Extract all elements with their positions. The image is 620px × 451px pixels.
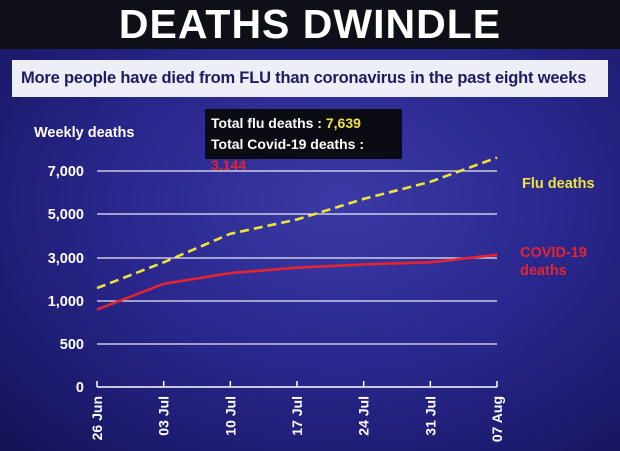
covid-total-label: Total Covid-19 deaths :: [211, 136, 364, 152]
covid-series-label-text: COVID-19 deaths: [520, 245, 587, 279]
x-tick-label: 10 Jul: [222, 396, 238, 436]
x-tick-label: 03 Jul: [156, 396, 172, 436]
subtitle-box: More people have died from FLU than coro…: [12, 60, 608, 97]
y-tick-label: 7,000: [48, 164, 84, 180]
y-tick-label: 5,000: [48, 207, 84, 223]
y-tick-label: 0: [76, 380, 84, 396]
flu-total-line: Total flu deaths : 7,639: [211, 113, 402, 134]
x-tick-label: 24 Jul: [356, 396, 372, 436]
y-tick-label: 1,000: [48, 294, 84, 310]
subtitle: More people have died from FLU than coro…: [21, 69, 587, 87]
covid-deaths-line: [96, 253, 498, 311]
headline-bar: DEATHS DWINDLE: [0, 0, 620, 49]
flu-total-value: 7,639: [325, 115, 361, 131]
x-tick-label: 07 Aug: [489, 396, 505, 442]
y-axis-label: Weekly deaths: [34, 125, 135, 141]
x-tick-label: 17 Jul: [289, 396, 305, 436]
covid-total-value: 3,144: [211, 157, 247, 173]
covid-total-line: Total Covid-19 deaths : 3,144: [211, 134, 402, 176]
flu-total-label: Total flu deaths :: [211, 115, 326, 131]
y-tick-label: 500: [60, 337, 84, 353]
covid-series-label: COVID-19 deaths: [520, 244, 587, 280]
totals-box: Total flu deaths : 7,639 Total Covid-19 …: [205, 109, 402, 173]
x-tick-label: 31 Jul: [422, 396, 438, 436]
flu-series-label: Flu deaths: [522, 176, 595, 192]
x-tick-label: 26 Jun: [89, 396, 105, 440]
y-tick-label: 3,000: [48, 251, 84, 267]
headline: DEATHS DWINDLE: [118, 1, 502, 47]
covid-series-label-word: COVID-19: [520, 245, 587, 261]
covid-series-label-word: deaths: [520, 263, 567, 279]
